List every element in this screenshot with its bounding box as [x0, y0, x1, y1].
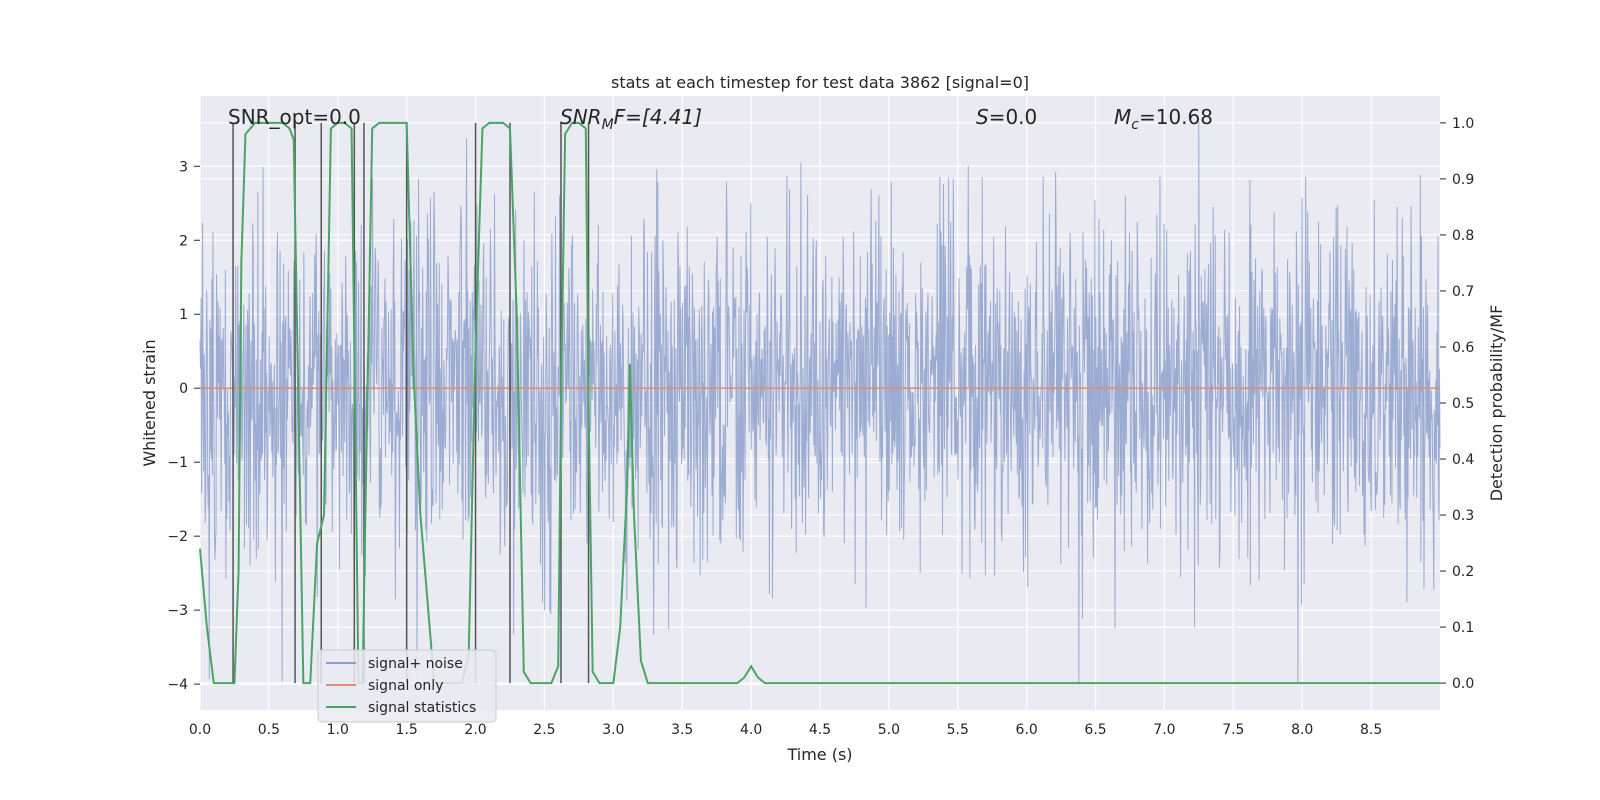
x-tick-label: 2.0	[464, 722, 486, 738]
annotation-mc-sub: c	[1131, 117, 1139, 133]
x-tick-label: 3.0	[602, 722, 624, 738]
x-tick-label: 6.5	[1084, 722, 1106, 738]
y-left-tick-label: 2	[179, 233, 188, 249]
y-right-tick-label: 0.2	[1452, 564, 1474, 580]
y-right-tick-label: 0.9	[1452, 172, 1474, 188]
statistics-line	[199, 121, 1440, 685]
y-right-tick-label: 0.7	[1452, 284, 1474, 300]
annotation-snr-mf-rest: F=[4.41]	[614, 105, 702, 129]
x-tick-label: 0.0	[189, 722, 211, 738]
y-left-tick-label: −2	[167, 529, 188, 545]
x-tick-label: 4.0	[740, 722, 762, 738]
y-right-axis-title: Detection probability/MF	[1487, 305, 1506, 502]
y-right-tick-label: 0.5	[1452, 396, 1474, 412]
y-left-tick-label: 1	[179, 307, 188, 323]
annotation-snr-mf-main: SNR	[560, 105, 602, 129]
annotation-mc-main: M	[1114, 105, 1131, 129]
x-tick-label: 7.5	[1222, 722, 1244, 738]
x-axis-title: Time (s)	[786, 745, 852, 764]
legend-box	[317, 649, 497, 723]
y-left-tick-label: 3	[179, 159, 188, 175]
y-left-tick-label: 0	[179, 381, 188, 397]
y-right-tick-label: 0.4	[1452, 452, 1474, 468]
x-tick-label: 7.0	[1153, 722, 1175, 738]
y-left-tick-label: −1	[167, 455, 188, 471]
legend: signal+ noise signal only signal statist…	[317, 649, 497, 723]
x-tick-label: 6.0	[1016, 722, 1038, 738]
x-tick-label: 8.0	[1291, 722, 1313, 738]
y-left-tick-labels: 3 2 1 0 −1 −2 −3 −4	[167, 159, 200, 693]
annotation-s-main: S	[976, 105, 989, 129]
annotation-snr-mf: SNRMF=[4.41]	[560, 105, 702, 133]
legend-label-noise: signal+ noise	[368, 656, 463, 672]
annotation-mc: Mc=10.68	[1114, 105, 1213, 133]
x-tick-label: 2.5	[533, 722, 555, 738]
y-right-tick-label: 0.6	[1452, 340, 1474, 356]
annotation-snr-opt: SNR_opt=0.0	[228, 105, 361, 129]
legend-label-statistics: signal statistics	[368, 700, 476, 716]
x-tick-label: 5.0	[878, 722, 900, 738]
annotation-mc-rest: =10.68	[1139, 105, 1213, 129]
y-right-tick-label: 0.3	[1452, 508, 1474, 524]
y-left-axis-title: Whitened strain	[140, 339, 159, 466]
annotation-snr-mf-sub: M	[602, 117, 614, 133]
y-right-tick-label: 0.1	[1452, 620, 1474, 636]
annotation-s-rest: =0.0	[989, 105, 1038, 129]
annotation-s: S=0.0	[976, 105, 1037, 129]
statistics-series	[199, 121, 1440, 685]
x-tick-label: 4.5	[809, 722, 831, 738]
y-left-tick-label: −4	[167, 677, 188, 693]
x-tick-label: 1.5	[396, 722, 418, 738]
x-tick-label: 8.5	[1360, 722, 1382, 738]
x-tick-label: 5.5	[947, 722, 969, 738]
x-tick-label: 1.0	[327, 722, 349, 738]
chart-title: stats at each timestep for test data 386…	[611, 73, 1029, 92]
y-right-tick-label: 1.0	[1452, 116, 1474, 132]
x-tick-labels: 0.0 0.5 1.0 1.5 2.0 2.5 3.0 3.5 4.0 4.5 5.0 5.5 6.0 6…	[189, 722, 1382, 738]
y-right-tick-label: 0.8	[1452, 228, 1474, 244]
y-right-tick-labels: 1.0 0.9 0.8 0.7 0.6 0.5 0.4 0.3 0.2 0.1 0.0	[1440, 116, 1474, 692]
legend-label-signal: signal only	[368, 678, 443, 694]
y-right-tick-label: 0.0	[1452, 676, 1474, 692]
x-tick-label: 3.5	[671, 722, 693, 738]
y-left-tick-label: −3	[167, 603, 188, 619]
x-tick-label: 0.5	[258, 722, 280, 738]
